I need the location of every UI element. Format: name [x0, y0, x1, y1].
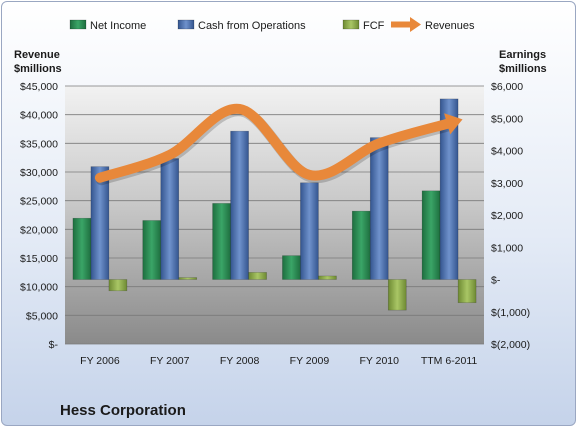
fcf-bar	[248, 272, 267, 280]
net-income-bar	[142, 220, 162, 280]
fcf-legend-swatch	[342, 19, 360, 30]
x-tick-label: FY 2010	[359, 355, 399, 367]
fcf-bar	[457, 279, 477, 304]
cash-from-operations-bar	[300, 182, 319, 280]
left-tick-label: $20,000	[20, 224, 58, 236]
right-axis-title-line1: Earnings	[499, 49, 546, 61]
cash-from-operations-bar	[90, 166, 110, 280]
right-tick-label: $6,000	[491, 81, 523, 93]
revenues-line	[94, 103, 463, 186]
right-tick-label: $2,000	[491, 210, 523, 222]
net-income-legend-swatch	[69, 19, 87, 30]
fcf-legend-label: FCF	[363, 20, 385, 32]
net-income-bar	[351, 210, 371, 280]
legend: Net Income Cash from Operations FCF Revenue…	[69, 17, 475, 32]
net-income-bar	[421, 190, 441, 280]
left-axis-ticks: $- $5,000 $10,000 $15,000 $20,000 $25,000 $30,…	[20, 81, 58, 351]
left-tick-label: $25,000	[20, 196, 58, 208]
x-tick-label: FY 2006	[80, 355, 120, 367]
fcf-bar	[178, 277, 198, 280]
net-income-legend-label: Net Income	[90, 20, 146, 32]
plot-area	[65, 86, 484, 344]
left-tick-label: $35,000	[20, 138, 58, 150]
right-tick-label: $1,000	[491, 242, 523, 254]
right-tick-label: $3,000	[491, 178, 523, 190]
cash-from-operations-bar	[439, 98, 459, 280]
x-tick-label: FY 2007	[150, 355, 190, 367]
left-tick-label: $5,000	[26, 310, 58, 322]
x-tick-label: FY 2009	[290, 355, 330, 367]
cash-from-operations-bar	[160, 158, 180, 280]
right-tick-label: $(2,000)	[491, 339, 530, 351]
left-tick-label: $10,000	[20, 282, 58, 294]
left-tick-label: $40,000	[20, 110, 58, 122]
x-axis-ticks: FY 2006 FY 2007 FY 2008 FY 2009 FY 2010 TTM 6…	[80, 355, 477, 367]
cash-from-operations-legend-label: Cash from Operations	[198, 20, 306, 32]
cash-from-operations-legend-swatch	[177, 19, 195, 30]
left-tick-label: $30,000	[20, 167, 58, 179]
fcf-bar	[108, 279, 128, 292]
x-tick-label: FY 2008	[220, 355, 260, 367]
cash-from-operations-bar	[230, 130, 249, 280]
bar-series	[72, 98, 477, 311]
cash-from-operations-bar	[369, 137, 389, 280]
net-income-bar	[72, 217, 92, 280]
left-tick-label: $15,000	[20, 253, 58, 265]
company-name: Hess Corporation	[60, 402, 186, 419]
left-axis-title-line1: Revenue	[14, 49, 60, 61]
right-axis-ticks: $(2,000) $(1,000) $- $1,000 $2,000 $3,000 $4,0…	[491, 81, 530, 351]
right-axis-title-line2: $millions	[499, 63, 547, 75]
net-income-bar	[212, 203, 231, 280]
left-axis-title-line2: $millions	[14, 63, 62, 75]
right-tick-label: $(1,000)	[491, 307, 530, 319]
x-tick-label: TTM 6-2011	[421, 355, 478, 367]
net-income-bar	[282, 255, 301, 280]
left-tick-label: $-	[49, 339, 59, 351]
right-tick-label: $4,000	[491, 146, 523, 158]
revenues-arrowhead	[444, 113, 463, 135]
revenues-legend-label: Revenues	[425, 20, 475, 32]
right-tick-label: $-	[491, 275, 501, 287]
left-tick-label: $45,000	[20, 81, 58, 93]
revenues-line-path	[94, 103, 455, 183]
fcf-bar	[387, 279, 407, 311]
fcf-bar	[318, 275, 337, 280]
revenues-legend-arrow	[410, 17, 421, 32]
right-tick-label: $5,000	[491, 113, 523, 125]
